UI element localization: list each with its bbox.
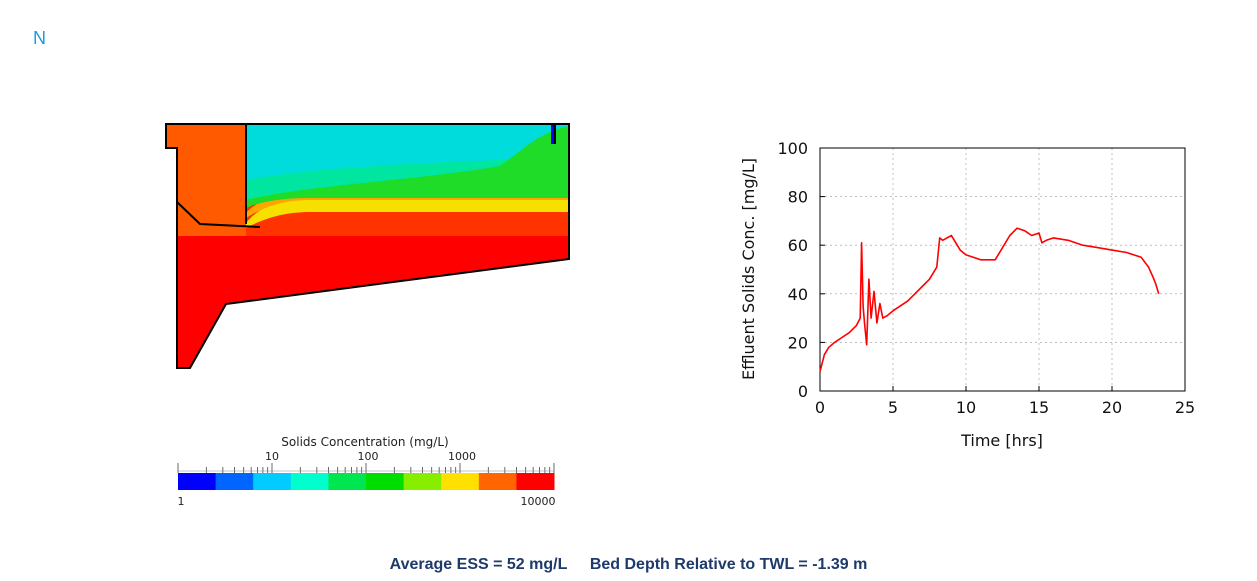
green-plume-zone xyxy=(246,126,569,208)
legend-title: Solids Concentration (mg/L) xyxy=(281,435,448,449)
legend-swatch xyxy=(215,473,254,490)
x-tick-label: 5 xyxy=(888,398,898,417)
inlet-well-zone xyxy=(166,124,246,236)
y-tick-label: 60 xyxy=(788,236,808,255)
clarifier-contour-plot xyxy=(165,123,570,369)
y-tick-label: 80 xyxy=(788,188,808,207)
legend-tick-label-1: 1 xyxy=(178,495,185,508)
launder-channel xyxy=(551,124,555,144)
legend-swatch xyxy=(516,473,555,490)
legend-swatch xyxy=(366,473,405,490)
y-tick-label: 100 xyxy=(777,139,808,158)
legend-swatch xyxy=(253,473,292,490)
legend-minor-ticks xyxy=(177,463,555,473)
legend-tick-label-10000: 10000 xyxy=(521,495,556,508)
color-scale-legend: Solids Concentration (mg/L) 10 100 1000 … xyxy=(177,435,556,508)
legend-tick-label-10: 10 xyxy=(265,450,279,463)
x-tick-label: 0 xyxy=(815,398,825,417)
x-tick-label: 15 xyxy=(1029,398,1049,417)
legend-swatch xyxy=(178,473,217,490)
x-tick-label: 20 xyxy=(1102,398,1122,417)
legend-tick-label-1000: 1000 xyxy=(448,450,476,463)
chart-grid xyxy=(819,147,1186,392)
legend-color-bar xyxy=(178,473,555,490)
transition-amber-band xyxy=(246,192,569,218)
y-tick-label: 40 xyxy=(788,285,808,304)
average-ess-text: Average ESS = 52 mg/L xyxy=(389,556,568,573)
inlet-floor-line xyxy=(176,201,261,228)
summary-line: Average ESS = 52 mg/L Bed Depth Relative… xyxy=(0,556,1257,574)
tank-outline xyxy=(165,123,570,369)
x-tick-label: 10 xyxy=(956,398,976,417)
chart-tick-labels: 0 5 10 15 20 25 0 20 40 60 80 100 xyxy=(777,139,1195,417)
x-tick-label: 25 xyxy=(1175,398,1195,417)
effluent-solids-chart: 0 5 10 15 20 25 0 20 40 60 80 100 Time [hrs] Efflue… xyxy=(739,139,1195,450)
plot-frame xyxy=(819,147,1186,392)
effluent-series-line xyxy=(819,227,1160,372)
legend-tick-label-100: 100 xyxy=(358,450,379,463)
legend-swatch xyxy=(328,473,367,490)
y-tick-label: 20 xyxy=(788,333,808,352)
x-axis-label: Time [hrs] xyxy=(960,431,1043,450)
legend-swatch xyxy=(290,473,329,490)
y-tick-label: 0 xyxy=(798,382,808,401)
legend-swatch xyxy=(478,473,517,490)
transition-yellow-band xyxy=(246,198,569,228)
bed-depth-text: Bed Depth Relative to TWL = -1.39 m xyxy=(589,556,868,573)
legend-swatch xyxy=(403,473,442,490)
north-arrow-label: N xyxy=(33,28,46,48)
legend-swatch xyxy=(441,473,480,490)
y-axis-label: Effluent Solids Conc. [mg/L] xyxy=(739,158,758,380)
